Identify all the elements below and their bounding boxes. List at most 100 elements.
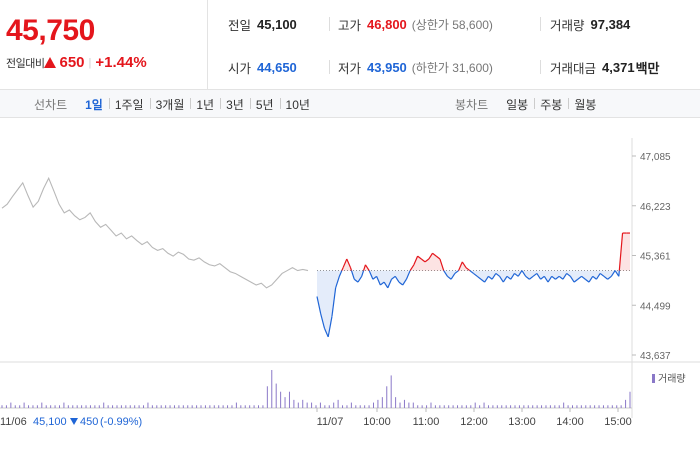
candle-weekly[interactable]: 주봉 (534, 96, 568, 113)
prev-day-change: 450 (80, 416, 98, 428)
today-line-segment (364, 264, 370, 271)
price-change: 전일대비 650 | +1.44% (6, 54, 147, 71)
today-line-segment (476, 275, 482, 280)
today-line-segment (409, 264, 415, 271)
today-line-segment (510, 273, 515, 280)
today-line-segment (461, 261, 467, 269)
x-tick-label: 15:00 (604, 416, 632, 428)
y-tick-label: 46,223 (640, 202, 671, 213)
change-percent: +1.44% (95, 54, 147, 71)
today-line-segment (521, 270, 527, 277)
current-price: 45,750 (6, 14, 95, 47)
today-line-segment (573, 278, 579, 283)
today-area (447, 270, 452, 280)
stat-amount: 거래대금 4,371 백만 (550, 57, 659, 77)
stat-label: 시가 (228, 61, 252, 76)
today-line-segment (491, 273, 497, 280)
stat-label: 거래대금 (550, 61, 597, 76)
stat-divider (329, 60, 330, 74)
today-line-segment (383, 281, 389, 289)
today-area (559, 270, 563, 280)
today-area (477, 270, 481, 280)
today-line-segment (610, 270, 616, 277)
today-line-segment (558, 275, 564, 280)
today-line-segment (428, 252, 434, 260)
today-area (387, 270, 392, 288)
today-line-segment (577, 275, 582, 280)
today-line-segment (447, 275, 452, 280)
today-area (317, 270, 321, 314)
chart-svg: 47,085 46,223 45,361 44,499 43,637 거래량 11/07… (0, 138, 700, 428)
period-1w[interactable]: 1주일 (108, 96, 150, 113)
today-area (417, 256, 422, 271)
today-line-segment (420, 258, 426, 263)
y-tick-label: 47,085 (640, 152, 671, 163)
today-area (357, 270, 362, 283)
stat-label: 저가 (338, 61, 362, 76)
today-line-segment (529, 275, 534, 280)
today-line-segment (473, 272, 478, 277)
y-tick-label: 44,499 (640, 301, 671, 312)
x-tick-label: 14:00 (556, 416, 584, 428)
period-3y[interactable]: 3년 (220, 96, 250, 113)
y-tick-label: 45,361 (640, 252, 671, 263)
prev-day-change-pct: (-0.99%) (100, 416, 142, 428)
today-line-segment (618, 232, 624, 271)
today-line-segment (581, 275, 586, 280)
today-area (529, 270, 534, 280)
today-area (507, 270, 511, 280)
today-line-segment (599, 272, 605, 277)
stat-low: 저가 43,950 (하한가 31,600) (338, 57, 493, 77)
period-10y[interactable]: 10년 (279, 96, 316, 113)
change-value: 650 (59, 54, 85, 71)
today-area (372, 270, 377, 280)
today-line-segment (372, 275, 377, 280)
change-label: 전일대비 (6, 57, 45, 70)
x-axis: 11/07 10:00 11:00 12:00 13:00 14:00 15:00 11/06… (0, 408, 632, 428)
candle-chart-periods: 봉차트 일봉 주봉 월봉 (455, 90, 602, 118)
stat-value: 44,650 (257, 59, 297, 75)
stat-label: 전일 (228, 18, 252, 33)
period-5y[interactable]: 5년 (249, 96, 280, 113)
x-tick-label: 11:00 (413, 416, 440, 428)
today-line-segment (394, 276, 400, 283)
today-area (402, 270, 407, 285)
today-line-segment (536, 273, 542, 280)
today-line-segment (323, 328, 329, 338)
prev-day-date: 11/06 (0, 416, 27, 428)
stats-panel: 전일 45,100 고가 46,800 (상한가 58,600) 거래량 97,… (208, 0, 700, 90)
today-line-segment (376, 276, 381, 286)
today-line-segment (525, 275, 530, 280)
today-line-segment (584, 278, 590, 283)
today-area (551, 270, 556, 280)
today-area (380, 270, 385, 285)
today-line-segment (540, 275, 545, 280)
today-area (626, 233, 630, 271)
today-line-segment (603, 275, 609, 280)
period-1y[interactable]: 1년 (190, 96, 220, 113)
stat-prev-close: 전일 45,100 (228, 14, 297, 34)
up-triangle-icon (44, 57, 57, 68)
today-area (570, 270, 575, 283)
today-line-segment (350, 270, 355, 280)
today-line-segment (506, 275, 512, 280)
today-line-segment (551, 275, 556, 280)
today-area (369, 270, 373, 280)
today-line-segment (398, 281, 404, 286)
today-line-segment (413, 255, 419, 266)
price-chart[interactable]: 47,085 46,223 45,361 44,499 43,637 거래량 11/07… (0, 118, 700, 450)
candle-monthly[interactable]: 월봉 (568, 96, 602, 113)
period-3m[interactable]: 3개월 (149, 96, 191, 113)
today-line-segment (607, 275, 612, 280)
today-line-segment (562, 273, 568, 280)
today-line-segment (595, 273, 601, 280)
stat-high: 고가 46,800 (상한가 58,600) (338, 14, 493, 34)
volume-legend-label: 거래량 (658, 373, 686, 385)
candle-daily[interactable]: 일봉 (506, 97, 529, 112)
today-line-segment (353, 278, 359, 283)
today-line-segment (316, 296, 322, 314)
today-line-segment (391, 275, 396, 280)
stat-divider (540, 60, 541, 74)
period-1d[interactable]: 1일 (85, 97, 103, 112)
chart-toolbar: 선차트 1일 1주일 3개월 1년 3년 5년 10년 봉차트 일봉 주봉 월봉 (0, 90, 700, 118)
